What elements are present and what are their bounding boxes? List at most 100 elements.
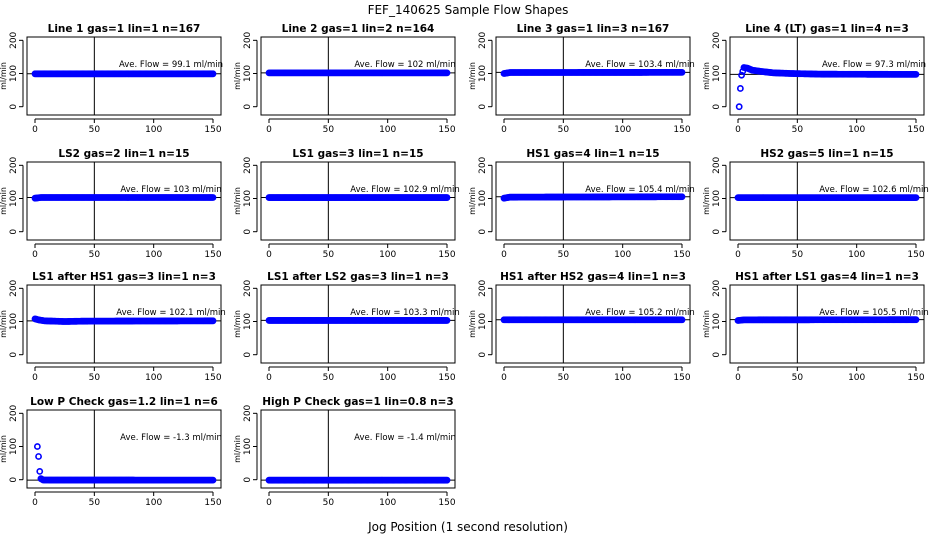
x-tick-label: 100 [848,125,865,135]
x-tick-label: 0 [501,373,507,383]
y-tick-label: 100 [478,313,488,330]
x-tick-label: 50 [792,373,804,383]
panel-2: Line 2 gas=1 lin=2 n=164 0 100 200 ml/min 0 50… [233,23,456,135]
x-tick-label: 0 [266,250,272,260]
data-point [912,194,920,202]
panel-10: LS1 after LS2 gas=3 lin=1 n=3 0 100 200 ml/m… [233,271,460,383]
panel-title: LS1 after HS1 gas=3 lin=1 n=3 [32,271,216,283]
data-series [33,443,217,484]
panel-6: LS1 gas=3 lin=1 n=15 0 100 200 ml/min 0 50 100 1… [233,148,460,260]
panel-title: LS1 after LS2 gas=3 lin=1 n=3 [267,271,449,283]
x-tick-label: 50 [89,498,101,508]
figure-xlabel: Jog Position (1 second resolution) [367,520,568,534]
data-series [31,315,217,325]
y-axis-label: ml/min [233,62,242,90]
x-tick-label: 50 [792,125,804,135]
data-point [912,316,920,324]
y-tick-label: 0 [9,352,19,358]
plot-frame [495,161,691,241]
data-series [500,68,686,77]
x-tick-label: 150 [438,373,455,383]
y-axis-label: ml/min [233,310,242,338]
x-tick-label: 100 [379,498,396,508]
x-tick-label: 0 [266,498,272,508]
data-point [443,194,451,201]
panel-11: HS1 after HS2 gas=4 lin=1 n=3 0 100 200 ml/m… [468,271,695,383]
y-tick-label: 0 [478,352,488,358]
x-tick-label: 0 [735,373,741,383]
data-point [35,453,42,460]
panel-1: Line 1 gas=1 lin=1 n=167 0 100 200 ml/min 0 50… [0,23,223,135]
y-tick-label: 200 [9,31,19,48]
average-flow-annotation: Ave. Flow = 103 ml/min [120,185,221,195]
panel-7: HS1 gas=4 lin=1 n=15 0 100 200 ml/min 0 50 100 1… [468,148,695,260]
panels: Line 1 gas=1 lin=1 n=167 0 100 200 ml/min 0 50… [0,23,929,508]
x-tick-label: 0 [32,125,38,135]
x-tick-label: 150 [673,125,690,135]
average-flow-annotation: Ave. Flow = 105.2 ml/min [585,308,694,318]
y-tick-label: 100 [712,65,722,82]
plot-frame [260,36,456,116]
panel-title: LS2 gas=2 lin=1 n=15 [58,148,189,160]
panel-title: Low P Check gas=1.2 lin=1 n=6 [30,396,218,408]
x-tick-label: 50 [89,250,101,260]
y-axis-label: ml/min [233,435,242,463]
x-tick-label: 100 [848,373,865,383]
y-tick-label: 200 [9,156,19,173]
y-tick-label: 200 [243,31,253,48]
x-tick-label: 50 [792,250,804,260]
y-axis-label: ml/min [702,62,711,90]
x-tick-label: 100 [614,250,631,260]
y-tick-label: 200 [478,31,488,48]
plot-frame [729,36,925,116]
x-tick-label: 100 [145,250,162,260]
data-point [678,316,686,324]
y-axis-label: ml/min [233,187,242,215]
x-tick-label: 150 [204,125,221,135]
y-tick-label: 100 [712,190,722,207]
x-tick-label: 50 [558,125,570,135]
data-series [734,194,920,202]
x-tick-label: 150 [673,373,690,383]
data-point [36,468,44,475]
y-tick-label: 100 [712,313,722,330]
x-tick-label: 50 [558,373,570,383]
x-tick-label: 50 [323,125,335,135]
y-tick-label: 100 [243,190,253,207]
y-tick-label: 200 [712,31,722,48]
data-point [678,68,686,76]
x-tick-label: 0 [501,250,507,260]
panel-title: HS1 after LS1 gas=4 lin=1 n=3 [735,271,919,283]
plot-frame [26,161,222,241]
x-tick-label: 100 [145,125,162,135]
data-point [678,193,686,201]
x-tick-label: 100 [379,125,396,135]
y-tick-label: 100 [478,190,488,207]
average-flow-annotation: Ave. Flow = 105.4 ml/min [585,185,694,195]
plot-frame [495,36,691,116]
panel-5: LS2 gas=2 lin=1 n=15 0 100 200 ml/min 0 50 100 1… [0,148,222,260]
data-series [734,316,920,324]
data-point [443,476,451,484]
plot-frame [260,284,456,364]
plot-frame [26,284,222,364]
y-tick-label: 100 [478,65,488,82]
data-point [209,194,217,201]
figure-title: FEF_140625 Sample Flow Shapes [368,3,569,17]
data-point [738,71,745,79]
y-tick-label: 0 [712,229,722,235]
data-point [209,70,217,78]
x-tick-label: 0 [501,125,507,135]
x-tick-label: 100 [145,498,162,508]
x-tick-label: 150 [907,125,924,135]
panel-title: Line 3 gas=1 lin=3 n=167 [517,23,670,35]
panel-3: Line 3 gas=1 lin=3 n=167 0 100 200 ml/min 0 50… [468,23,695,135]
data-point [736,85,744,92]
y-tick-label: 0 [243,229,253,235]
y-axis-label: ml/min [468,62,477,90]
data-point [33,443,41,450]
x-tick-label: 0 [32,373,38,383]
y-tick-label: 0 [478,104,488,110]
y-axis-label: ml/min [0,62,8,90]
y-tick-label: 100 [243,65,253,82]
